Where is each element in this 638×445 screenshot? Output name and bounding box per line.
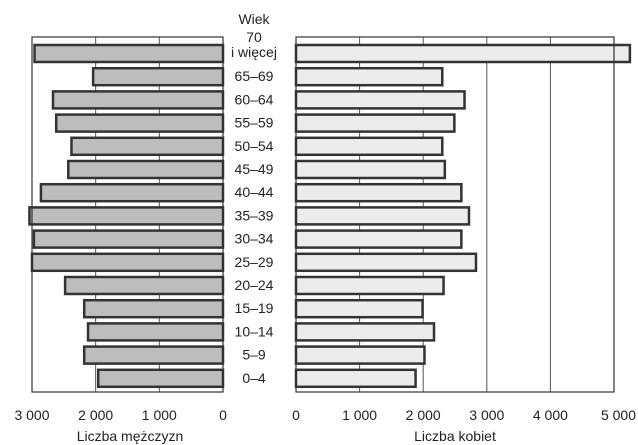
female-plot-frame [295, 36, 615, 393]
male-bar [67, 159, 225, 180]
female-bar [294, 206, 471, 226]
age-label: i więcej [231, 44, 277, 60]
age-label: 30–34 [235, 231, 274, 247]
age-label: 35–39 [235, 207, 274, 223]
left-tick-label: 3 000 [14, 407, 49, 423]
male-bar [82, 345, 225, 365]
female-bar [294, 136, 444, 157]
age-label: 40–44 [235, 184, 274, 200]
female-bar [294, 368, 417, 389]
right-tick-label: 1 000 [342, 407, 377, 423]
right-tick-label: 3 000 [469, 407, 504, 423]
age-label: 20–24 [235, 277, 274, 293]
right-tick-label: 0 [292, 407, 300, 423]
age-label: 65–69 [235, 68, 274, 84]
male-bar [63, 275, 225, 296]
age-label: 45–49 [235, 161, 274, 177]
right-axis-label: Liczba kobiet [414, 428, 496, 444]
age-label: 50–54 [235, 138, 274, 154]
male-bar [82, 298, 225, 319]
left-axis-label: Liczba mężczyzn [77, 428, 184, 444]
male-bar [28, 206, 225, 226]
male-bars [28, 43, 225, 389]
male-bar [33, 43, 225, 64]
tick-labels: 3 000 2 000 1 000 0 0 1 000 2 000 3 000 4 000 5 0… [14, 407, 636, 423]
right-tick-label: 4 000 [533, 407, 568, 423]
right-tick-label: 5 000 [601, 407, 636, 423]
female-bars [294, 43, 632, 389]
female-bar [294, 66, 444, 87]
male-bar [39, 182, 225, 203]
female-bar [294, 113, 456, 133]
female-bar [294, 159, 447, 180]
female-bar [294, 182, 463, 203]
age-labels: 70i więcej 65–69 60–64 55–59 50–54 45–49 40–44… [231, 29, 277, 386]
male-bar [32, 229, 225, 249]
female-bar [294, 298, 424, 319]
female-bar [294, 90, 466, 110]
age-label: 10–14 [235, 323, 274, 339]
female-bar [294, 322, 436, 342]
male-bar [51, 90, 225, 110]
age-label: 15–19 [235, 300, 274, 316]
male-bar [91, 66, 225, 87]
left-tick-label: 1 000 [142, 407, 177, 423]
age-label: 60–64 [235, 91, 274, 107]
male-bar [96, 368, 225, 389]
female-bar [294, 345, 426, 365]
age-label: 25–29 [235, 254, 274, 270]
age-label: 0–4 [242, 370, 266, 386]
male-bar [30, 252, 225, 273]
male-bar [86, 322, 225, 342]
female-bar [294, 275, 445, 296]
age-header-label: Wiek [238, 11, 270, 27]
female-bar [294, 252, 478, 273]
female-bar [294, 43, 632, 64]
male-plot-frame [31, 36, 224, 393]
female-bar [294, 229, 463, 249]
plot-frames [31, 36, 615, 393]
age-label: 55–59 [235, 115, 274, 131]
left-tick-label: 0 [219, 407, 227, 423]
age-label: 5–9 [242, 347, 266, 363]
male-bar [70, 136, 225, 157]
male-bar [54, 113, 225, 133]
left-tick-label: 2 000 [78, 407, 113, 423]
right-tick-label: 2 000 [406, 407, 441, 423]
age-label: 70 [246, 29, 262, 45]
